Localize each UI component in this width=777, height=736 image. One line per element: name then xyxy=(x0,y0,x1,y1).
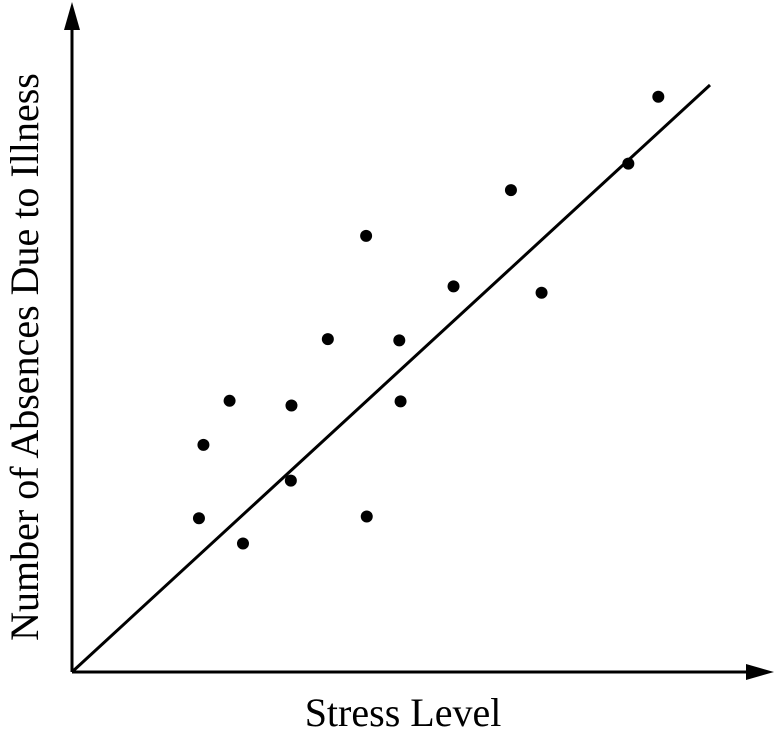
axes xyxy=(64,2,774,680)
trend-line xyxy=(70,83,712,674)
data-point xyxy=(535,286,548,299)
data-point xyxy=(360,510,373,523)
data-point xyxy=(192,512,205,525)
data-point xyxy=(652,90,665,103)
data-point xyxy=(284,474,297,487)
y-axis-label: Number of Absences Due to Illness xyxy=(2,73,47,641)
data-point xyxy=(394,395,407,408)
data-point xyxy=(622,157,635,170)
data-point xyxy=(504,184,517,197)
data-point xyxy=(285,399,298,412)
data-point xyxy=(360,229,373,242)
data-point xyxy=(197,438,210,451)
data-point xyxy=(447,280,460,293)
x-axis-arrowhead xyxy=(746,664,774,680)
y-axis-arrowhead xyxy=(64,2,80,30)
data-point xyxy=(236,537,249,550)
data-point xyxy=(321,333,334,346)
data-point xyxy=(223,394,236,407)
data-point xyxy=(393,334,406,347)
data-points xyxy=(192,90,665,550)
x-axis-label: Stress Level xyxy=(305,690,502,735)
